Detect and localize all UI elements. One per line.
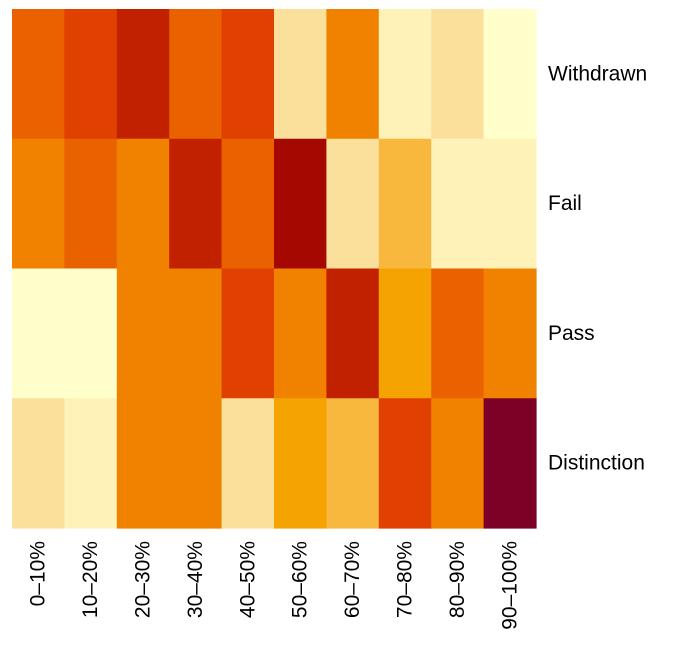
heatmap-cell xyxy=(378,9,432,140)
heatmap-cell xyxy=(64,268,118,399)
heatmap-cell xyxy=(116,9,170,140)
column-label: 50–60% xyxy=(289,541,312,618)
heatmap-cell xyxy=(483,398,537,529)
heatmap-cell xyxy=(64,398,118,529)
heatmap-cell xyxy=(221,268,275,399)
heatmap-cell xyxy=(169,398,223,529)
heatmap-cell xyxy=(116,268,170,399)
heatmap-cell xyxy=(378,138,432,270)
row-label: Withdrawn xyxy=(548,62,647,85)
column-labels: 0–10% 10–20% 20–30% 30–40% 40–50% 50–60% 60–70… xyxy=(27,541,522,630)
heatmap-cell xyxy=(326,398,380,529)
heatmap-cell xyxy=(483,138,537,270)
heatmap-cell xyxy=(221,398,275,529)
heatmap-cell xyxy=(326,9,380,140)
heatmap-cell xyxy=(431,268,485,399)
row-labels: Withdrawn Fail Pass Distinction xyxy=(548,62,647,474)
heatmap-cell xyxy=(378,268,432,399)
heatmap-cell xyxy=(12,268,65,399)
column-label: 80–90% xyxy=(446,541,469,618)
heatmap-cell xyxy=(431,398,485,529)
heatmap-cells xyxy=(12,9,537,529)
column-label: 70–80% xyxy=(394,541,417,618)
heatmap-cell xyxy=(12,138,65,270)
row-label: Distinction xyxy=(548,452,645,475)
heatmap-cell xyxy=(274,268,327,399)
heatmap-cell xyxy=(483,268,537,399)
heatmap-cell xyxy=(378,398,432,529)
heatmap-cell xyxy=(116,138,170,270)
column-label: 30–40% xyxy=(184,541,207,618)
heatmap-cell xyxy=(274,138,327,270)
column-label: 90–100% xyxy=(498,541,521,630)
column-label: 20–30% xyxy=(132,541,155,618)
heatmap-cell xyxy=(64,138,118,270)
column-label: 40–50% xyxy=(236,541,259,618)
heatmap-cell xyxy=(221,138,275,270)
heatmap-cell xyxy=(116,398,170,529)
heatmap-cell xyxy=(169,138,223,270)
column-label: 60–70% xyxy=(341,541,364,618)
heatmap-cell xyxy=(326,268,380,399)
heatmap-cell xyxy=(12,398,65,529)
heatmap-cell xyxy=(221,9,275,140)
column-label: 0–10% xyxy=(27,541,50,606)
column-label: 10–20% xyxy=(79,541,102,618)
heatmap-cell xyxy=(64,9,118,140)
row-label: Pass xyxy=(548,322,595,345)
heatmap-cell xyxy=(169,9,223,140)
heatmap-cell xyxy=(431,138,485,270)
heatmap-cell xyxy=(483,9,537,140)
heatmap-cell xyxy=(169,268,223,399)
heatmap-cell xyxy=(431,9,485,140)
heatmap-cell xyxy=(326,138,380,270)
row-label: Fail xyxy=(548,192,582,215)
heatmap-cell xyxy=(12,9,65,140)
heatmap-cell xyxy=(274,398,327,529)
heatmap-cell xyxy=(274,9,327,140)
